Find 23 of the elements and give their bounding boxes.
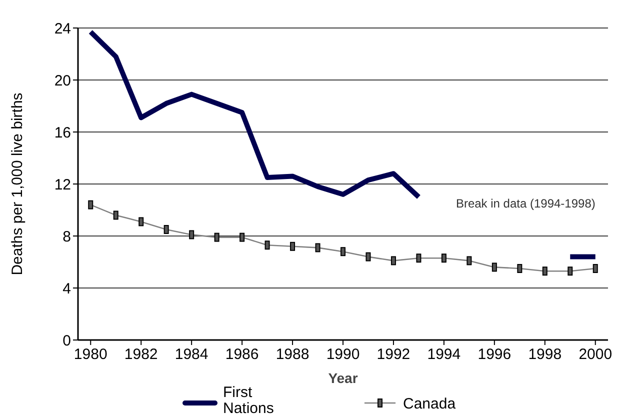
y-tick-label: 20 bbox=[54, 72, 71, 90]
x-tick-label: 1984 bbox=[174, 346, 208, 363]
y-tick-label: 0 bbox=[62, 332, 71, 350]
y-tick-label: 8 bbox=[62, 228, 71, 246]
y-axis-title: Deaths per 1,000 live births bbox=[9, 92, 26, 276]
x-tick-label: 1998 bbox=[528, 346, 562, 363]
legend-label: First Nations bbox=[223, 384, 274, 417]
x-tick-label: 1992 bbox=[376, 346, 410, 363]
annotation: Break in data (1994-1998) bbox=[456, 196, 596, 210]
y-tick-label: 12 bbox=[54, 176, 71, 194]
y-tick-label: 24 bbox=[54, 20, 71, 38]
legend-label: Canada bbox=[403, 395, 456, 412]
x-tick-label: 1996 bbox=[478, 346, 512, 363]
x-tick-label: 1986 bbox=[225, 346, 259, 363]
x-tick-label: 1990 bbox=[326, 346, 360, 363]
x-axis-title: Year bbox=[328, 370, 358, 386]
y-tick-label: 4 bbox=[62, 280, 71, 298]
x-tick-label: 2000 bbox=[578, 346, 612, 363]
x-tick-label: 1988 bbox=[276, 346, 310, 363]
x-tick-label: 1982 bbox=[124, 346, 158, 363]
y-tick-label: 16 bbox=[54, 124, 71, 142]
x-tick-label: 1994 bbox=[427, 346, 461, 363]
x-tick-label: 1980 bbox=[74, 346, 108, 363]
